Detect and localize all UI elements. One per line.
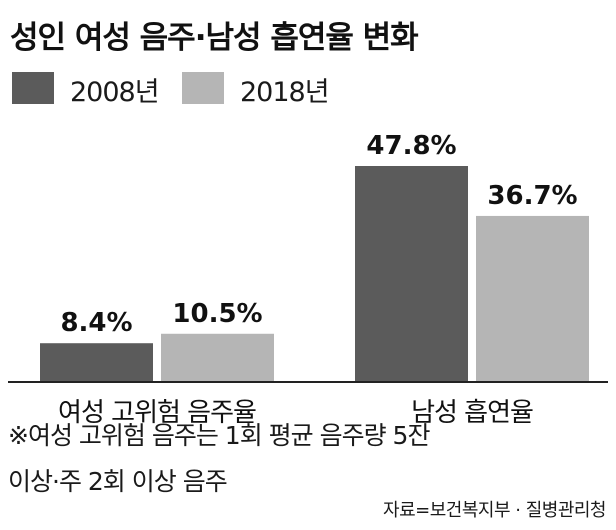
- category-label-1: 남성 흡연율: [411, 398, 533, 428]
- legend-swatch-2018: [182, 72, 224, 104]
- source-text: 자료=보건복지부 · 질병관리청: [383, 500, 606, 521]
- bar-2008-0: [40, 343, 153, 381]
- data-label-2018-1: 36.7%: [487, 181, 577, 211]
- bar-2008-1: [355, 166, 468, 381]
- footnote-line-1: ※여성 고위험 음주는 1회 평균 음주량 5잔: [8, 421, 430, 450]
- bar-2018-0: [161, 333, 274, 381]
- chart-title: 성인 여성 음주·남성 흡연율 변화: [10, 20, 419, 56]
- data-label-2008-0: 8.4%: [60, 308, 132, 338]
- legend: 2008년 2018년: [12, 68, 612, 108]
- data-label-2008-1: 47.8%: [366, 131, 456, 161]
- legend-swatch-2008: [12, 72, 54, 104]
- data-label-2018-0: 10.5%: [172, 299, 262, 329]
- legend-label-2018: 2018년: [240, 77, 330, 108]
- bar-chart: 8.4% 10.5% 여성 고위험 음주율 47.8% 36.7% 남성 흡연율: [8, 131, 608, 428]
- category-label-0: 여성 고위험 음주율: [58, 398, 256, 428]
- legend-label-2008: 2008년: [70, 77, 160, 108]
- footnote-line-2: 이상·주 2회 이상 음주: [8, 467, 228, 496]
- bar-2018-1: [476, 215, 589, 381]
